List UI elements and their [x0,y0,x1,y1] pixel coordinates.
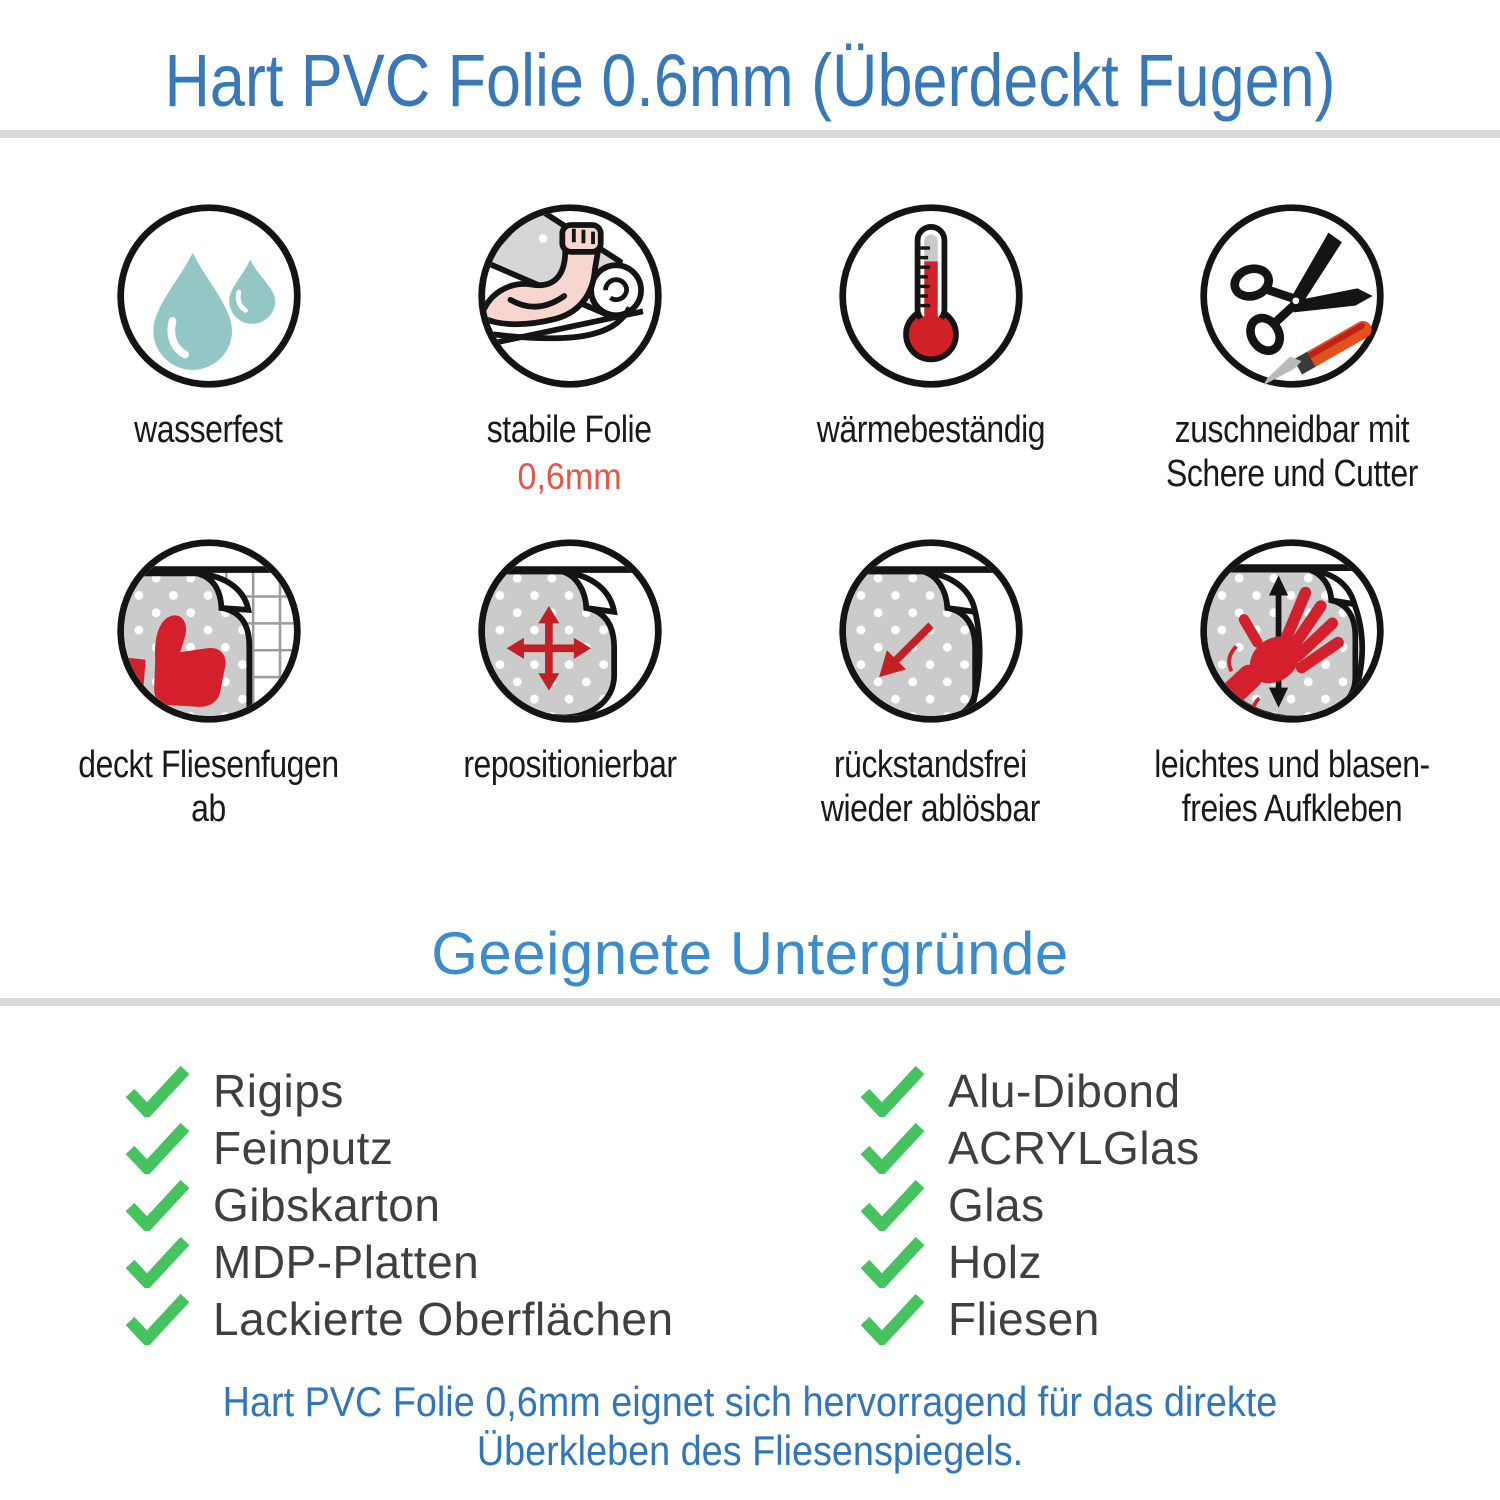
footer-note: Hart PVC Folie 0,6mm eignet sich hervorr… [222,1378,1278,1475]
substrate-label: Lackierte Oberflächen [213,1292,674,1345]
list-item: Feinputz [125,1119,860,1176]
feature-label: wasserfest [134,409,283,451]
peel-arrow-foil-icon [835,535,1027,727]
list-item: Gibskarton [125,1176,860,1233]
list-item: Alu-Dibond [860,1062,1200,1119]
substrate-label: Gibskarton [213,1178,441,1231]
thumb-up-tiles-icon [113,535,305,727]
list-item: Glas [860,1176,1200,1233]
substrate-label: Feinputz [213,1121,394,1174]
feature-label: zuschneidbar mit Schere und Cutter [1165,409,1418,496]
substrates-heading: Geeignete Untergründe [431,919,1069,987]
substrate-label: Glas [948,1178,1045,1231]
check-icon [125,1122,191,1174]
substrate-column-left: Rigips Feinputz Gibskarton MDP-Platten L… [125,1062,860,1347]
thermometer-icon [835,200,1027,392]
list-item: Rigips [125,1062,860,1119]
substrate-label: ACRYLGlas [948,1121,1200,1174]
feature-heat-resistant: wärmebeständig [750,200,1111,535]
feature-label: rückstandsfrei wieder ablösbar [820,744,1041,831]
list-item: Fliesen [860,1290,1200,1347]
check-icon [860,1293,926,1345]
substrate-label: Holz [948,1235,1043,1288]
substrate-column-right: Alu-Dibond ACRYLGlas Glas Holz Fliesen [860,1062,1200,1347]
list-item: MDP-Platten [125,1233,860,1290]
list-item: Lackierte Oberflächen [125,1290,860,1347]
check-icon [125,1179,191,1231]
scissors-cutter-icon [1196,200,1388,392]
smoothing-hand-icon [1196,535,1388,727]
substrate-label: Fliesen [948,1292,1100,1345]
check-icon [125,1065,191,1117]
check-icon [860,1065,926,1117]
check-icon [860,1122,926,1174]
feature-label: repositionierbar [462,744,677,786]
feature-label: deckt Fliesenfugen ab [78,744,339,831]
check-icon [860,1236,926,1288]
feature-sublabel-thickness: 0,6mm [517,456,622,498]
feature-label: leichtes und blasen- freies Aufkleben [1153,744,1430,831]
check-icon [860,1179,926,1231]
substrate-label: Rigips [213,1064,344,1117]
list-item: ACRYLGlas [860,1119,1200,1176]
substrate-label: Alu-Dibond [948,1064,1181,1117]
check-icon [125,1236,191,1288]
feature-residue-free: rückstandsfrei wieder ablösbar [750,535,1111,870]
feature-cuttable: zuschneidbar mit Schere und Cutter [1111,200,1472,535]
divider-top [0,130,1500,138]
feature-label: stabile Folie [487,409,652,451]
feature-waterproof: wasserfest [28,200,389,535]
feature-covers-tile-joints: deckt Fliesenfugen ab [28,535,389,870]
feature-grid: wasserfest [0,200,1500,870]
feature-easy-application: leichtes und blasen- freies Aufkleben [1111,535,1472,870]
feature-stable-foil: stabile Folie 0,6mm [389,200,750,535]
water-drops-icon [113,200,305,392]
substrate-list: Rigips Feinputz Gibskarton MDP-Platten L… [0,1062,1500,1347]
divider-substrates [0,998,1500,1006]
move-arrows-foil-icon [474,535,666,727]
substrate-label: MDP-Platten [213,1235,480,1288]
feature-label: wärmebeständig [816,409,1045,451]
list-item: Holz [860,1233,1200,1290]
check-icon [125,1293,191,1345]
feature-repositionable: repositionierbar [389,535,750,870]
page-title: Hart PVC Folie 0.6mm (Überdeckt Fugen) [164,38,1336,122]
muscle-arm-foil-icon [474,200,666,392]
